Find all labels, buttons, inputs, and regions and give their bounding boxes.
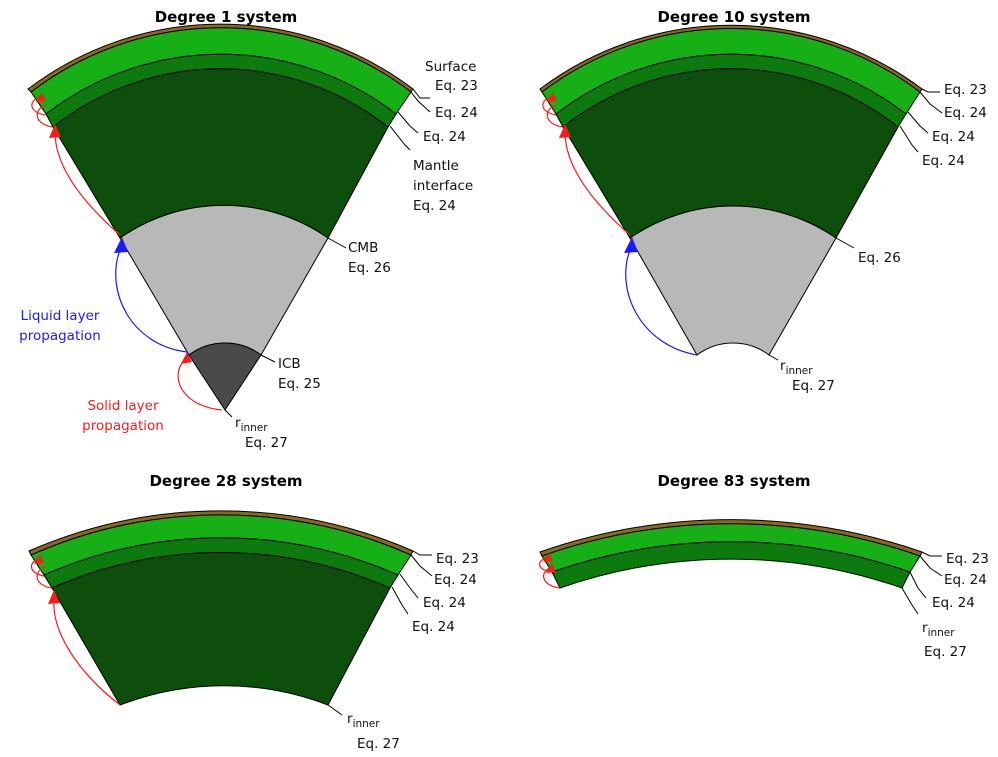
label-cmb: CMB xyxy=(348,240,378,256)
label-upper-eq-2: Eq. 24 xyxy=(423,129,466,145)
label-eq-3: Eq. 24 xyxy=(423,595,466,611)
label-icb: ICB xyxy=(278,356,301,372)
label-eq-2: Eq. 24 xyxy=(944,105,987,121)
label-r-inner: rinner xyxy=(922,620,955,639)
label-r-inner-eq: Eq. 27 xyxy=(245,435,288,451)
label-surface-eq: Eq. 23 xyxy=(435,78,478,94)
label-r-inner: rinner xyxy=(780,358,813,377)
label-eq-1: Eq. 23 xyxy=(436,551,479,567)
layer-liquid-core xyxy=(120,205,328,355)
annotation-liquid-1: Liquid layer xyxy=(21,308,100,324)
panel-title: Degree 10 system xyxy=(657,8,810,26)
label-mantle-interface: Mantle xyxy=(413,158,459,174)
panel-title: Degree 28 system xyxy=(149,472,302,490)
annotation-solid-1: Solid layer xyxy=(87,398,159,414)
label-r-inner-eq: Eq. 27 xyxy=(357,736,400,752)
label-surface: Surface xyxy=(425,59,476,75)
label-eq-3: Eq. 24 xyxy=(932,595,975,611)
panel-title: Degree 1 system xyxy=(155,8,298,26)
label-eq-2: Eq. 24 xyxy=(944,572,987,588)
label-upper-eq-1: Eq. 24 xyxy=(435,105,478,121)
label-eq-5: Eq. 26 xyxy=(858,250,901,266)
label-eq-4: Eq. 24 xyxy=(922,153,965,169)
panel-degree-28: Degree 28 system Eq. 23 Eq. 24 Eq. 24 Eq… xyxy=(29,472,479,752)
label-r-inner: rinner xyxy=(235,415,268,434)
layer-inner-core xyxy=(189,343,261,410)
annotation-liquid-2: propagation xyxy=(19,328,101,344)
label-r-inner-eq: Eq. 27 xyxy=(924,644,967,660)
annotation-solid-2: propagation xyxy=(82,418,164,434)
label-eq-4: Eq. 24 xyxy=(412,619,455,635)
label-r-inner: rinner xyxy=(347,711,380,730)
layer-lower-mantle xyxy=(52,552,390,705)
label-eq-1: Eq. 23 xyxy=(946,551,989,567)
label-cmb-eq: Eq. 26 xyxy=(348,260,391,276)
layer-liquid-core xyxy=(630,206,836,355)
label-r-inner-eq: Eq. 27 xyxy=(792,378,835,394)
panel-degree-83: Degree 83 system Eq. 23 Eq. 24 Eq. 24 ri… xyxy=(540,472,989,660)
panel-degree-1: Degree 1 system Surface Eq xyxy=(19,8,478,451)
label-icb-eq: Eq. 25 xyxy=(278,376,321,392)
label-eq-3: Eq. 24 xyxy=(932,129,975,145)
label-mantle-interface-2: interface xyxy=(413,178,473,194)
panel-title: Degree 83 system xyxy=(657,472,810,490)
panel-degree-10: Degree 10 system Eq. 23 Eq. 24 Eq. 24 Eq… xyxy=(540,8,987,394)
label-mantle-eq: Eq. 24 xyxy=(413,198,456,214)
label-eq-2: Eq. 24 xyxy=(434,572,477,588)
label-eq-1: Eq. 23 xyxy=(944,82,987,98)
